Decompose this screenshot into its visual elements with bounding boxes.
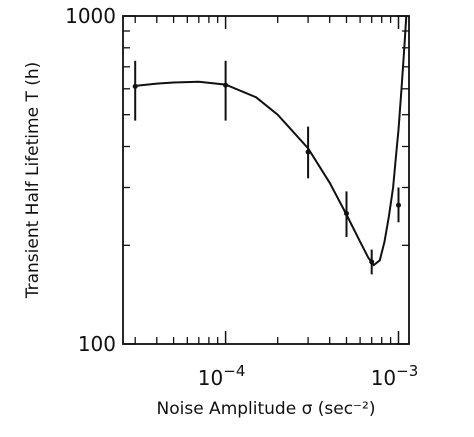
data-points — [132, 82, 401, 265]
plot-frame — [122, 15, 410, 345]
x-tick-label: 10−3 — [371, 362, 419, 390]
fit-curve — [135, 15, 408, 267]
data-point — [132, 83, 138, 89]
data-point — [223, 82, 229, 88]
y-axis-title: Transient Half Lifetime T (h) — [23, 62, 43, 300]
data-point — [369, 259, 375, 265]
data-point — [344, 211, 349, 216]
axis-ticks — [123, 15, 409, 345]
y-tick-label: 1000 — [65, 4, 116, 28]
x-tick-label: 10−4 — [198, 362, 246, 390]
x-axis-title: Noise Amplitude σ (sec⁻²) — [157, 399, 376, 419]
data-point — [396, 202, 401, 208]
y-tick-label: 100 — [78, 332, 116, 356]
error-bars — [134, 60, 400, 275]
tick-labels: 100 1000 10−4 10−3 — [65, 4, 418, 390]
data-point — [305, 149, 311, 155]
